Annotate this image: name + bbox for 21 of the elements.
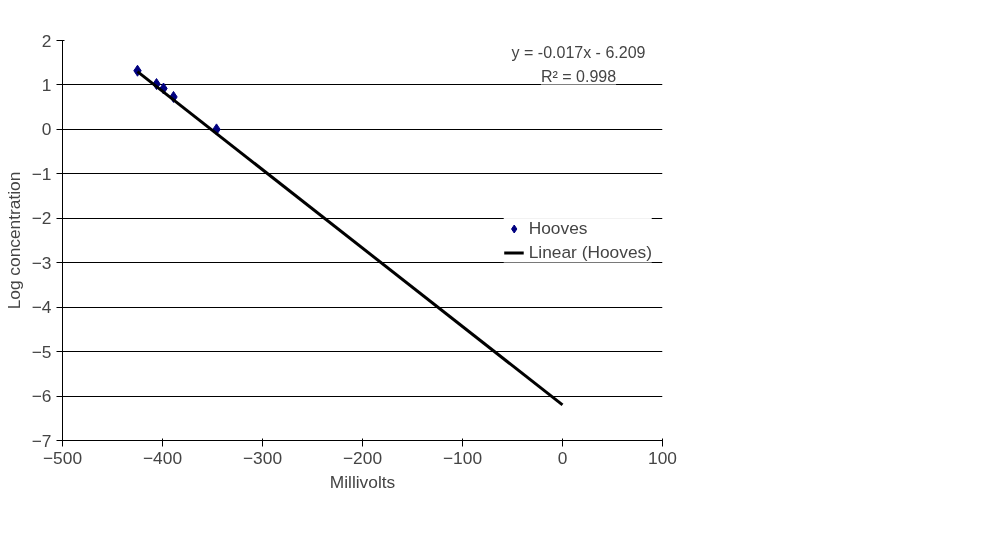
annotation: R² = 0.998	[540, 67, 617, 85]
x-tick-label: −400	[142, 447, 183, 468]
annotation: y = -0.017x - 6.209	[511, 43, 646, 61]
y-tick-label: −1	[31, 163, 52, 184]
legend-label: Hooves	[528, 217, 588, 239]
y-tick-label: −5	[31, 341, 52, 362]
x-tick-label: −200	[342, 447, 383, 468]
y-tick-label: −2	[31, 208, 52, 229]
x-tick-label: −300	[242, 447, 283, 468]
y-tick-label: −4	[31, 297, 52, 318]
y-tick-label: 0	[41, 119, 52, 140]
y-tick-label: 1	[41, 74, 52, 95]
x-axis-title: Millivolts	[329, 471, 396, 492]
y-tick-label: −3	[31, 252, 52, 273]
x-tick-label: 0	[557, 447, 568, 468]
y-tick-label: 2	[41, 30, 52, 51]
legend-label: Linear (Hooves)	[528, 241, 652, 263]
y-tick-label: −6	[31, 386, 52, 407]
x-tick-label: 100	[648, 447, 677, 468]
y-axis-title: Log concentration	[3, 171, 24, 310]
x-tick-label: −100	[442, 447, 483, 468]
